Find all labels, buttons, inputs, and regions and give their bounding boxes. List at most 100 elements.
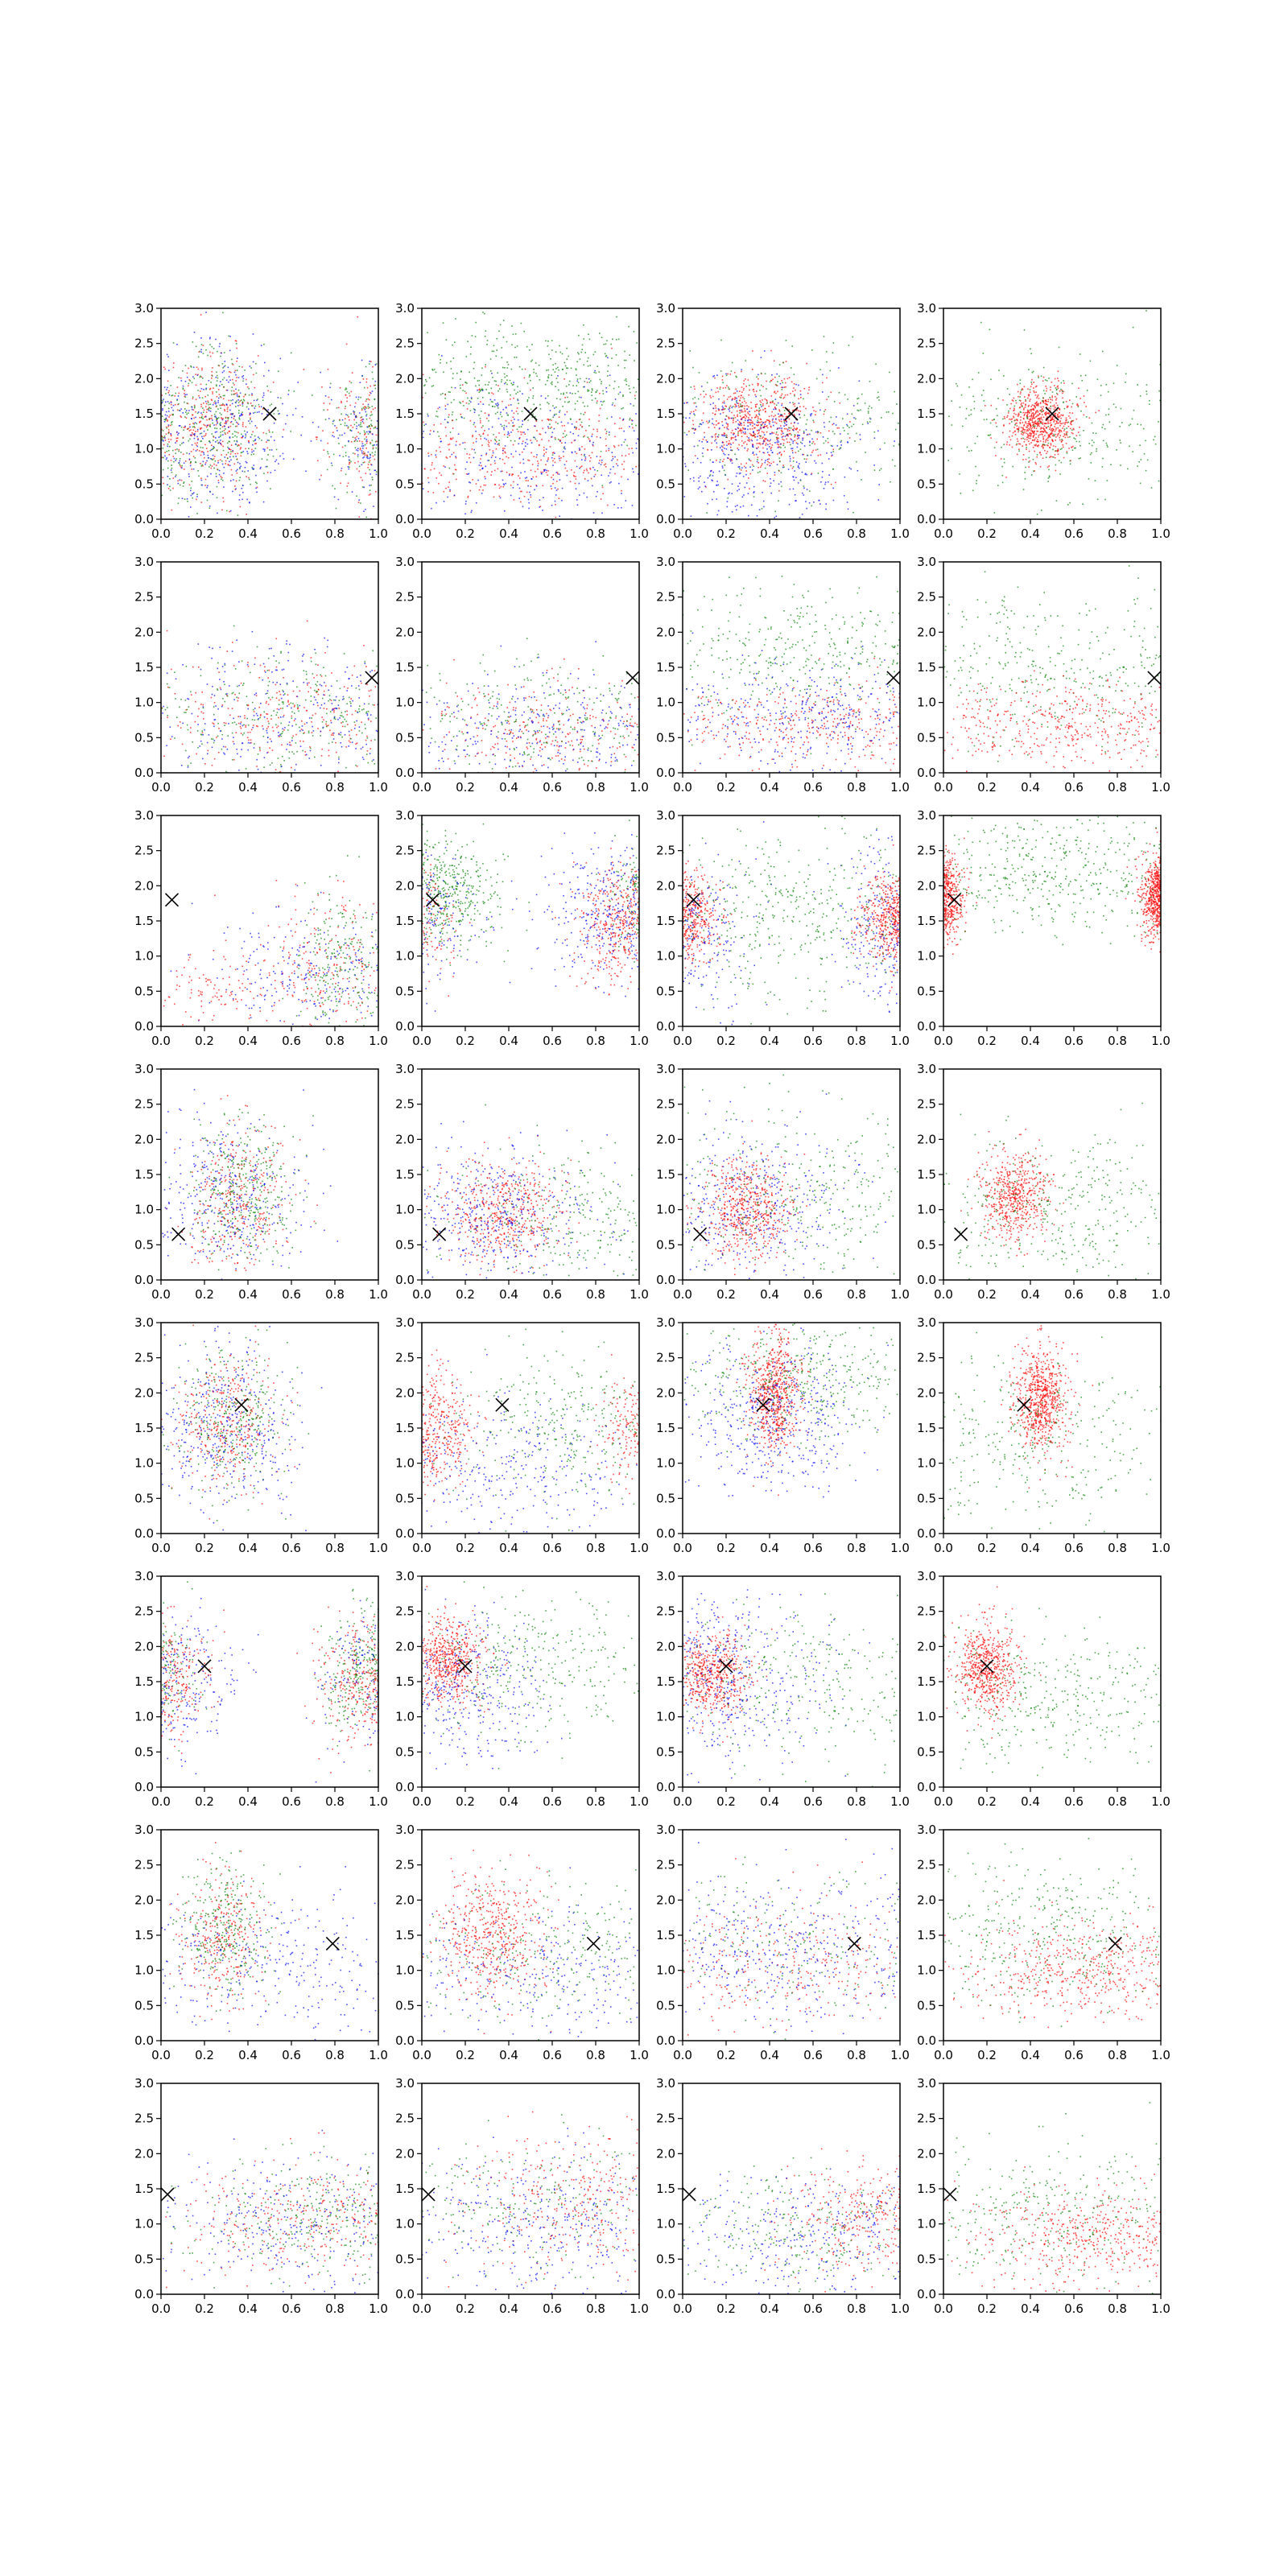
data-point [211,345,213,348]
data-point [757,436,758,438]
data-point [1032,458,1034,460]
data-point [239,400,241,402]
data-point [166,389,167,390]
data-point [554,461,556,464]
data-point [497,468,499,470]
data-point [210,398,213,401]
data-point [200,406,203,407]
data-point [254,439,257,440]
data-point [790,464,792,467]
data-point [173,461,175,463]
data-point [1051,417,1054,419]
data-point [170,433,171,435]
data-point [350,424,352,427]
data-point [225,421,228,423]
data-point [527,428,529,431]
data-point [189,423,191,426]
data-point [262,431,265,434]
data-point [715,424,717,426]
data-point [209,336,211,338]
data-point [601,512,603,514]
data-point [340,482,341,484]
data-point [223,352,225,353]
data-point [217,402,219,403]
data-point [777,434,779,436]
data-point [567,396,568,398]
data-point [445,456,448,458]
data-point [1050,407,1051,410]
data-point [181,443,183,444]
data-point [630,391,631,394]
data-point [786,433,788,436]
data-point [745,470,747,472]
data-point [507,431,510,433]
data-point [588,382,591,383]
data-point [609,469,612,470]
data-point [217,462,219,464]
data-point [471,510,473,512]
data-point [1013,431,1016,432]
data-point [790,438,791,440]
data-point [267,454,269,456]
data-point [623,430,625,432]
data-point [510,431,512,433]
data-point [517,419,519,421]
data-point [252,361,254,363]
data-point [577,390,580,393]
data-point [553,407,555,409]
data-point [1067,422,1068,423]
data-point [527,459,529,461]
data-point [225,416,227,419]
data-point [760,394,762,397]
data-point [1039,434,1041,436]
data-point [164,452,166,453]
data-point [721,421,723,423]
data-point [374,458,376,460]
data-point [1033,431,1034,433]
data-point [481,427,483,428]
data-point [625,359,627,361]
data-point [234,419,237,421]
data-point [357,460,359,463]
data-point [795,500,796,502]
data-point [1049,410,1051,411]
data-point [780,481,782,483]
data-point [464,448,466,450]
data-point [431,464,433,466]
data-point [977,372,980,374]
data-point [353,423,356,426]
data-point [227,464,229,465]
data-point [1059,429,1060,431]
data-point [202,438,204,440]
data-point [750,422,753,423]
data-point [588,333,589,336]
data-point [744,441,746,443]
data-point [1022,445,1023,447]
data-point [729,459,731,460]
data-point [1034,417,1035,419]
data-point [1049,435,1051,436]
data-point [519,477,521,479]
data-point [960,394,963,396]
data-point [794,470,795,472]
data-point [573,475,576,477]
data-point [422,374,424,376]
data-point [260,345,262,346]
data-point [856,432,857,435]
data-point [455,457,457,459]
data-point [792,466,795,468]
data-point [1026,413,1029,415]
data-point [847,508,849,510]
data-point [222,445,224,448]
data-point [1050,398,1051,400]
data-point [523,377,526,379]
data-point [539,408,542,410]
data-point [1044,379,1046,381]
data-point [782,397,784,399]
data-point [1021,402,1022,404]
data-point [724,454,726,456]
data-point [689,413,691,415]
data-point [791,410,794,411]
data-point [739,412,741,414]
data-point [368,461,370,463]
